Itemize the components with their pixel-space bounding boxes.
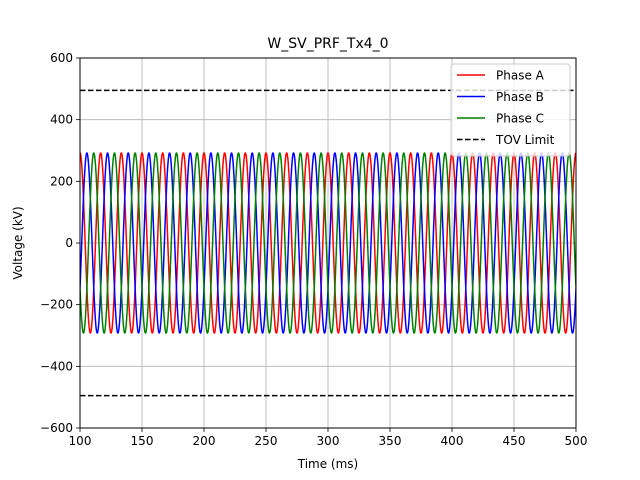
x-tick-label: 200: [193, 434, 216, 448]
y-tick-label: −400: [40, 359, 73, 373]
legend-label: Phase A: [496, 69, 545, 83]
x-axis-label: Time (ms): [297, 457, 359, 471]
x-tick-label: 300: [317, 434, 340, 448]
y-tick-label: 0: [65, 236, 73, 250]
x-tick-label: 450: [503, 434, 526, 448]
y-axis-label: Voltage (kV): [11, 206, 25, 279]
legend-label: TOV Limit: [495, 133, 555, 147]
chart-title: W_SV_PRF_Tx4_0: [267, 36, 388, 52]
legend: Phase A Phase B Phase C TOV Limit: [450, 63, 571, 157]
legend-label: Phase C: [496, 112, 544, 126]
x-tick-label: 250: [255, 434, 278, 448]
y-tick-label: −200: [40, 298, 73, 312]
y-tick-label: 400: [50, 113, 73, 127]
legend-label: Phase B: [496, 90, 544, 104]
y-tick-label: 200: [50, 174, 73, 188]
x-tick-label: 150: [131, 434, 154, 448]
legend-box: [450, 63, 571, 157]
y-tick-label: −600: [40, 421, 73, 435]
y-tick-label: 600: [50, 51, 73, 65]
x-tick-label: 400: [441, 434, 464, 448]
x-tick-label: 100: [69, 434, 92, 448]
x-ticks: 100 150 200 250 300 350 400 450 500: [69, 428, 588, 448]
x-tick-label: 350: [379, 434, 402, 448]
x-tick-label: 500: [565, 434, 588, 448]
y-ticks: −600 −400 −200 0 200 400 600: [40, 51, 80, 435]
series-line-phase-c: [80, 152, 576, 334]
